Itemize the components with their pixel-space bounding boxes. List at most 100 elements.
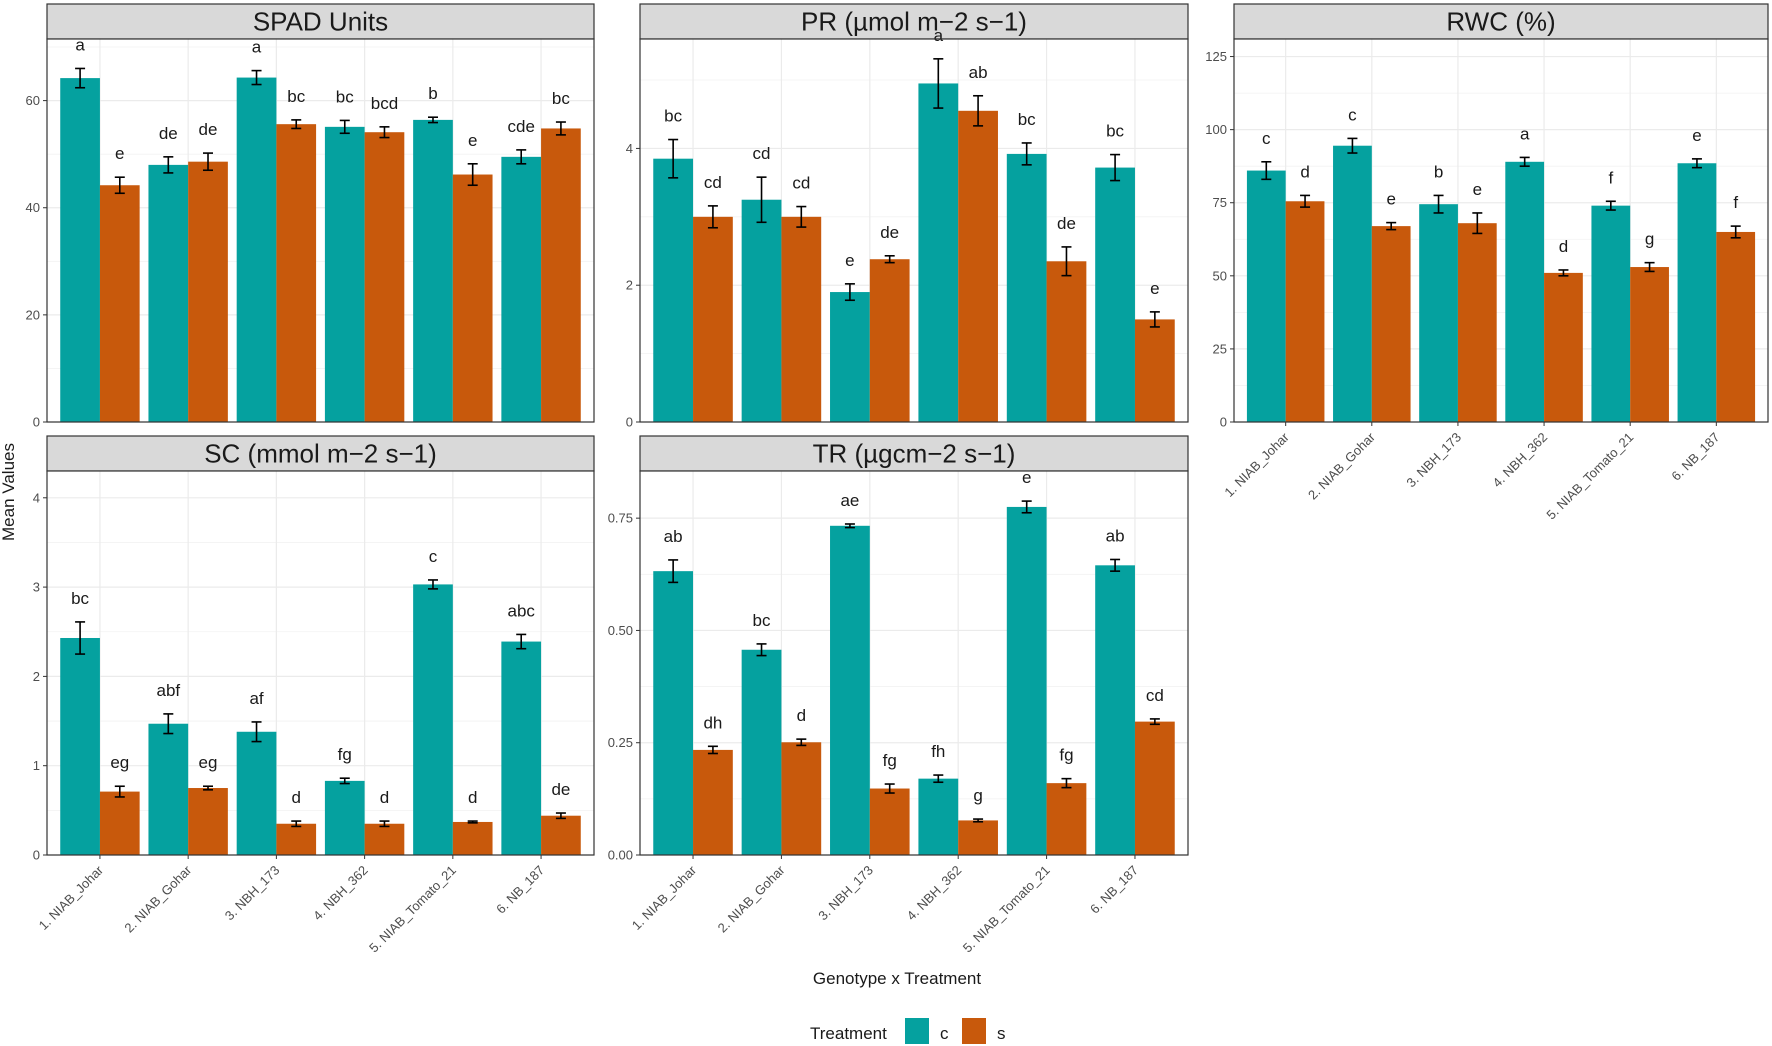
y-axis-title: Mean Values xyxy=(0,443,18,541)
y-tick-label: 2 xyxy=(626,278,633,293)
bar-c xyxy=(741,199,782,422)
bar-s xyxy=(452,174,493,422)
legend-title: Treatment xyxy=(810,1024,887,1043)
bar-s xyxy=(99,185,140,422)
bar-s xyxy=(364,823,405,855)
bar-c xyxy=(1006,153,1047,422)
significance-label: g xyxy=(1645,230,1654,249)
bar-c xyxy=(1006,506,1047,855)
y-tick-label: 3 xyxy=(33,580,40,595)
y-tick-label: 25 xyxy=(1213,341,1227,356)
legend-label-s: s xyxy=(997,1024,1006,1043)
significance-label: de xyxy=(159,124,178,143)
bar-c xyxy=(1591,205,1631,422)
bar-c xyxy=(918,83,959,423)
bar-c xyxy=(918,778,959,855)
significance-label: abc xyxy=(508,601,536,620)
significance-label: b xyxy=(1434,162,1443,181)
significance-label: cd xyxy=(792,174,810,193)
panel-title: TR (µgcm−2 s−1) xyxy=(813,439,1016,469)
significance-label: cde xyxy=(508,117,535,136)
panel-strip xyxy=(46,435,595,472)
bar-s xyxy=(1046,783,1087,855)
bar-s xyxy=(693,749,733,855)
significance-label: bc xyxy=(552,89,570,108)
panel-title: PR (µmol m−2 s−1) xyxy=(801,7,1027,37)
significance-label: cd xyxy=(704,173,722,192)
bar-s xyxy=(541,128,581,423)
bar-c xyxy=(413,119,453,422)
bar-c xyxy=(1505,161,1545,423)
y-tick-label: 4 xyxy=(626,141,633,156)
bar-s xyxy=(781,216,822,422)
bar-c xyxy=(1095,565,1135,855)
y-tick-label: 1 xyxy=(33,758,40,773)
significance-label: ab xyxy=(664,527,683,546)
bar-c xyxy=(1677,163,1717,422)
bar-c xyxy=(830,525,870,855)
significance-label: d xyxy=(1300,162,1309,181)
y-tick-label: 125 xyxy=(1205,49,1227,64)
significance-label: de xyxy=(880,223,899,242)
significance-label: e xyxy=(115,144,124,163)
significance-label: c xyxy=(429,547,438,566)
y-tick-label: 0.25 xyxy=(608,735,633,750)
panel-border xyxy=(46,38,595,423)
bar-c xyxy=(413,584,453,855)
significance-label: cd xyxy=(1146,686,1164,705)
panel-title: RWC (%) xyxy=(1446,7,1555,37)
bar-s xyxy=(1630,267,1669,422)
y-tick-label: 75 xyxy=(1213,195,1227,210)
significance-label: af xyxy=(249,689,263,708)
bar-s xyxy=(276,823,317,855)
panel-title: SPAD Units xyxy=(253,7,388,37)
significance-label: ab xyxy=(1106,526,1125,545)
bar-s xyxy=(364,132,405,422)
significance-label: d xyxy=(292,788,301,807)
y-tick-label: 4 xyxy=(33,490,40,505)
significance-label: fg xyxy=(338,745,352,764)
bar-c xyxy=(1333,145,1372,422)
significance-label: cd xyxy=(753,144,771,163)
bar-c xyxy=(501,156,542,422)
significance-label: bc xyxy=(71,589,89,608)
bar-c xyxy=(830,292,870,422)
bar-s xyxy=(452,821,493,855)
significance-label: fg xyxy=(1059,746,1073,765)
bar-c xyxy=(324,780,365,855)
bar-s xyxy=(1134,721,1175,855)
significance-label: g xyxy=(973,786,982,805)
significance-label: a xyxy=(1520,124,1530,143)
significance-label: bc xyxy=(664,107,682,126)
y-tick-label: 0 xyxy=(33,848,40,863)
bar-s xyxy=(541,815,581,855)
significance-label: e xyxy=(468,131,477,150)
significance-label: d xyxy=(1559,237,1568,256)
bar-c xyxy=(236,77,277,422)
y-tick-label: 0 xyxy=(1220,415,1227,430)
significance-label: f xyxy=(1608,168,1613,187)
bar-s xyxy=(1371,226,1411,422)
panel-strip xyxy=(639,435,1189,472)
bar-c xyxy=(741,649,782,855)
significance-label: bcd xyxy=(371,94,398,113)
significance-label: d xyxy=(797,706,806,725)
significance-label: d xyxy=(468,788,477,807)
significance-label: c xyxy=(1262,129,1271,148)
y-tick-label: 40 xyxy=(26,200,40,215)
significance-label: fh xyxy=(931,742,945,761)
y-tick-label: 0.50 xyxy=(608,623,633,638)
bar-s xyxy=(869,259,910,422)
panel-pr-mol-m-2-s-1: PR (µmol m−2 s−1) 0 2 4 bc cd e a bc bc cd cd de ab de… xyxy=(626,3,1189,430)
bar-s xyxy=(1716,231,1756,422)
significance-label: de xyxy=(1057,214,1076,233)
significance-label: e xyxy=(1473,180,1482,199)
y-tick-label: 100 xyxy=(1205,122,1227,137)
panel-strip xyxy=(1233,3,1769,40)
bar-s xyxy=(99,791,140,855)
significance-label: e xyxy=(845,251,854,270)
bar-c xyxy=(653,158,694,422)
significance-label: a xyxy=(75,35,85,54)
